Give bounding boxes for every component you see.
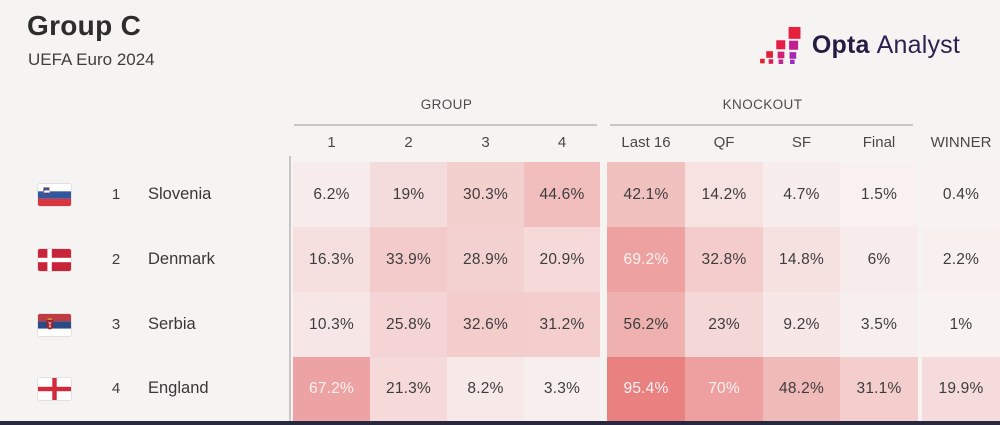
opta-analyst-logo: Opta Analyst [759,26,960,64]
group-header-rule [294,124,597,126]
denmark-flag-icon [38,248,71,271]
heatmap-cell: 1.5% [840,162,918,227]
group-section-header: GROUP [420,97,473,112]
team-rank: 1 [111,185,121,203]
opta-logo-mark-icon [759,26,801,64]
heatmap-cell: 10.3% [293,292,370,357]
column-header: Final [862,134,896,151]
heatmap-cell: 9.2% [763,292,840,357]
england-flag-icon [38,378,71,400]
knockout-header-rule [610,124,913,126]
heatmap-cell: 23% [685,292,763,357]
bottom-accent-bar [0,421,1000,425]
heatmap-cell: 3.5% [840,292,918,357]
heatmap-cell: 95.4% [607,357,685,421]
heatmap-cell: 3.3% [524,357,600,421]
heatmap-cell: 32.6% [447,292,524,357]
heatmap-cell: 2.2% [922,227,1000,292]
heatmap-cell: 16.3% [293,227,370,292]
heatmap-cell: 31.1% [840,357,918,421]
heatmap-cell: 31.2% [524,292,600,357]
team-rank: 3 [111,315,121,333]
heatmap-cell: 70% [685,357,763,421]
heatmap-cell: 42.1% [607,162,685,227]
heatmap-cell: 0.4% [922,162,1000,227]
page-title: Group C [27,10,142,41]
heatmap-cell: 28.9% [447,227,524,292]
team-name: Denmark [148,249,215,268]
column-header: 4 [557,134,567,151]
heatmap-cell: 14.8% [763,227,840,292]
heatmap-cell: 21.3% [370,357,447,421]
teams-grid-divider [289,156,291,421]
heatmap-cell: 1% [922,292,1000,357]
heatmap-cell: 44.6% [524,162,600,227]
knockout-section-header: KNOCKOUT [722,97,803,112]
column-header: 2 [404,134,413,151]
serbia-flag-icon [38,313,71,336]
team-name: Slovenia [148,184,212,203]
column-header: Last 16 [621,134,671,151]
heatmap-cell: 33.9% [370,227,447,292]
heatmap-cell: 67.2% [293,357,370,421]
heatmap-cell: 19% [370,162,447,227]
column-header: SF [791,134,812,151]
logo-word-opta: Opta [811,30,870,59]
heatmap-cell: 30.3% [447,162,524,227]
column-header: 1 [327,134,336,151]
heatmap-cell: 6.2% [293,162,370,227]
logo-word-analyst: Analyst [876,30,960,59]
heatmap-cell: 69.2% [607,227,685,292]
heatmap-cell: 48.2% [763,357,840,421]
team-rank: 4 [111,380,121,397]
page-subtitle: UEFA Euro 2024 [28,50,155,69]
column-header: 3 [481,134,490,151]
heatmap-cell: 4.7% [763,162,840,227]
heatmap-cell: 25.8% [370,292,447,357]
team-name: England [148,379,209,397]
opta-logo-text: Opta Analyst [812,31,960,60]
team-name: Serbia [148,314,196,333]
heatmap-cell: 8.2% [447,357,524,421]
heatmap-cell: 19.9% [922,357,1000,421]
heatmap-cell: 56.2% [607,292,685,357]
heatmap-cell: 14.2% [685,162,763,227]
slovenia-flag-icon [38,183,71,206]
heatmap-cell: 32.8% [685,227,763,292]
heatmap-cell: 20.9% [524,227,600,292]
winner-column-header: WINNER [930,134,992,151]
team-rank: 2 [111,250,121,268]
heatmap-cell: 6% [840,227,918,292]
column-header: QF [713,134,735,151]
